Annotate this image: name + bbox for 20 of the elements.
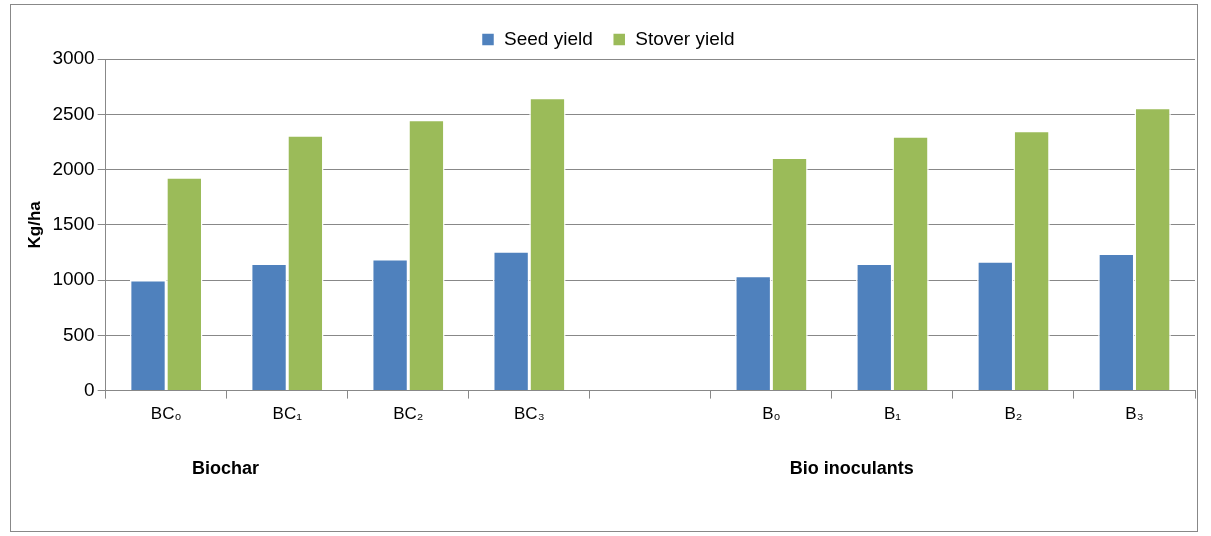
x-tick-label: BC₃: [514, 404, 545, 424]
x-tick-label: B₁: [883, 404, 902, 424]
y-tick-label: 3000: [52, 47, 95, 69]
x-tick-label: B₃: [1125, 404, 1144, 424]
x-tick-label: BC₀: [150, 404, 182, 424]
y-tick-label: 2500: [52, 102, 95, 124]
y-tick-label: 1500: [52, 213, 95, 235]
x-tick-label: B₂: [1004, 404, 1023, 424]
y-tick-label: 2000: [52, 157, 95, 179]
legend-label: Stover yield: [635, 27, 735, 49]
text: Bio inoculants: [789, 457, 914, 478]
y-tick-label: 0: [84, 378, 95, 400]
y-tick-label: 500: [62, 323, 95, 345]
legend-label: Seed yield: [504, 27, 593, 49]
y-axis-title: Kg/ha: [24, 200, 44, 249]
x-tick-label: BC₂: [393, 404, 424, 424]
x-tick-label: B₀: [762, 404, 781, 424]
text: Biochar: [191, 457, 260, 478]
y-tick-label: 1000: [52, 268, 95, 290]
x-tick-label: BC₁: [272, 404, 303, 424]
